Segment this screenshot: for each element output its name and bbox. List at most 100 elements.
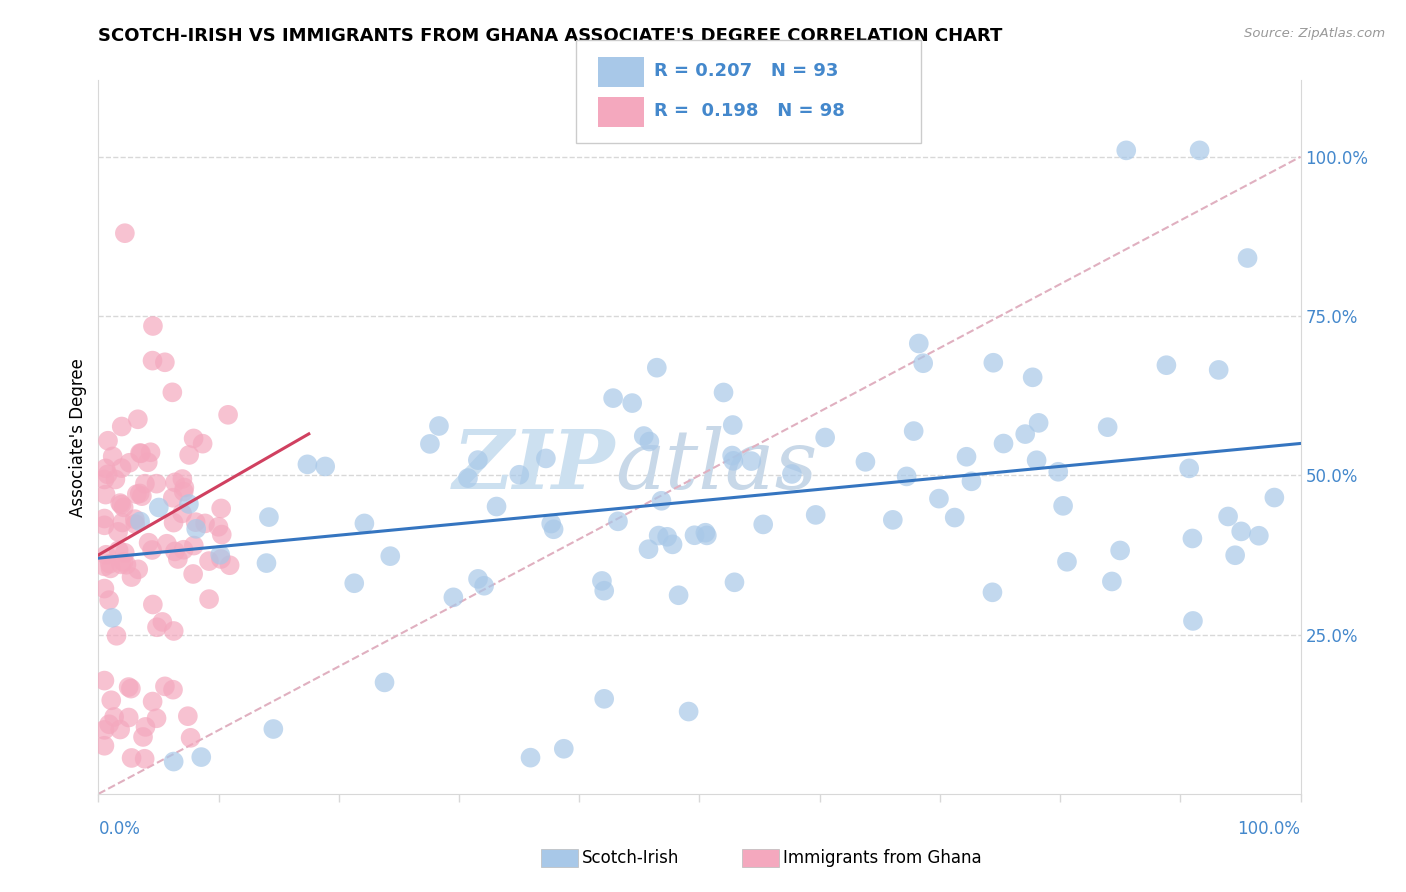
Point <box>1230 524 1253 539</box>
Point <box>150 615 173 629</box>
Point <box>981 356 1004 370</box>
Point <box>124 516 146 531</box>
Point <box>1178 461 1201 475</box>
Point <box>142 598 165 612</box>
Point <box>217 408 239 422</box>
Point <box>118 456 141 470</box>
Point <box>186 522 208 536</box>
Point <box>960 475 983 489</box>
Point <box>134 752 156 766</box>
Text: 0.0%: 0.0% <box>98 820 141 838</box>
Point <box>173 481 195 495</box>
Point <box>928 491 950 506</box>
Point <box>98 557 121 571</box>
Point <box>127 562 149 576</box>
Point <box>138 535 160 549</box>
Point <box>1047 465 1070 479</box>
Point <box>146 620 169 634</box>
Point <box>257 510 280 524</box>
Point <box>100 693 122 707</box>
Text: Source: ZipAtlas.com: Source: ZipAtlas.com <box>1244 27 1385 40</box>
Point <box>173 542 195 557</box>
Point <box>655 530 678 544</box>
Point <box>105 629 128 643</box>
Point <box>142 695 165 709</box>
Point <box>101 450 124 464</box>
Point <box>508 467 530 482</box>
Point <box>100 561 122 575</box>
Point <box>650 493 672 508</box>
Point <box>485 500 508 514</box>
Point <box>1223 548 1246 562</box>
Point <box>194 516 217 531</box>
Point <box>723 575 745 590</box>
Point <box>621 396 644 410</box>
Text: R = 0.207   N = 93: R = 0.207 N = 93 <box>654 62 838 80</box>
Point <box>103 710 125 724</box>
Point <box>121 570 143 584</box>
Point <box>1208 363 1230 377</box>
Point <box>107 543 129 558</box>
Point <box>139 445 162 459</box>
Point <box>678 705 700 719</box>
Point <box>553 741 575 756</box>
Point <box>112 500 135 515</box>
Point <box>373 675 395 690</box>
Point <box>184 515 207 529</box>
Point <box>183 432 205 446</box>
Point <box>163 624 186 638</box>
Point <box>93 673 115 688</box>
Point <box>181 566 204 581</box>
Point <box>637 542 659 557</box>
Point <box>191 436 214 450</box>
Point <box>207 520 229 534</box>
Point <box>427 419 450 434</box>
Point <box>380 549 402 563</box>
Point <box>141 543 163 558</box>
Point <box>1115 144 1137 158</box>
Point <box>647 528 669 542</box>
Point <box>162 516 184 530</box>
Point <box>814 430 837 444</box>
Point <box>129 515 152 529</box>
Point <box>124 512 146 526</box>
Point <box>218 558 240 573</box>
Point <box>661 537 683 551</box>
Point <box>97 434 120 448</box>
Point <box>1052 499 1074 513</box>
Point <box>111 419 134 434</box>
Point <box>211 527 233 541</box>
Point <box>114 546 136 560</box>
Point <box>93 723 115 737</box>
Point <box>683 528 706 542</box>
Point <box>156 537 179 551</box>
Point <box>127 412 149 426</box>
Point <box>467 453 489 467</box>
Point <box>97 467 120 482</box>
Text: SCOTCH-IRISH VS IMMIGRANTS FROM GHANA ASSOCIATE'S DEGREE CORRELATION CHART: SCOTCH-IRISH VS IMMIGRANTS FROM GHANA AS… <box>98 27 1002 45</box>
Point <box>1056 555 1078 569</box>
Point <box>190 750 212 764</box>
Point <box>93 473 115 487</box>
Point <box>1109 543 1132 558</box>
Point <box>145 476 167 491</box>
Point <box>696 528 718 542</box>
Point <box>543 522 565 536</box>
Point <box>1181 532 1204 546</box>
Point <box>633 429 655 443</box>
Point <box>98 717 121 731</box>
Point <box>740 454 762 468</box>
Point <box>297 458 319 472</box>
Point <box>1021 370 1043 384</box>
Point <box>94 487 117 501</box>
Point <box>108 496 131 510</box>
Point <box>131 489 153 503</box>
Point <box>177 497 200 511</box>
Point <box>1188 144 1211 158</box>
Point <box>128 486 150 500</box>
Text: ZIP: ZIP <box>453 425 616 506</box>
Point <box>93 582 115 596</box>
Text: R =  0.198   N = 98: R = 0.198 N = 98 <box>654 103 845 120</box>
Point <box>993 436 1015 450</box>
Point <box>129 446 152 460</box>
